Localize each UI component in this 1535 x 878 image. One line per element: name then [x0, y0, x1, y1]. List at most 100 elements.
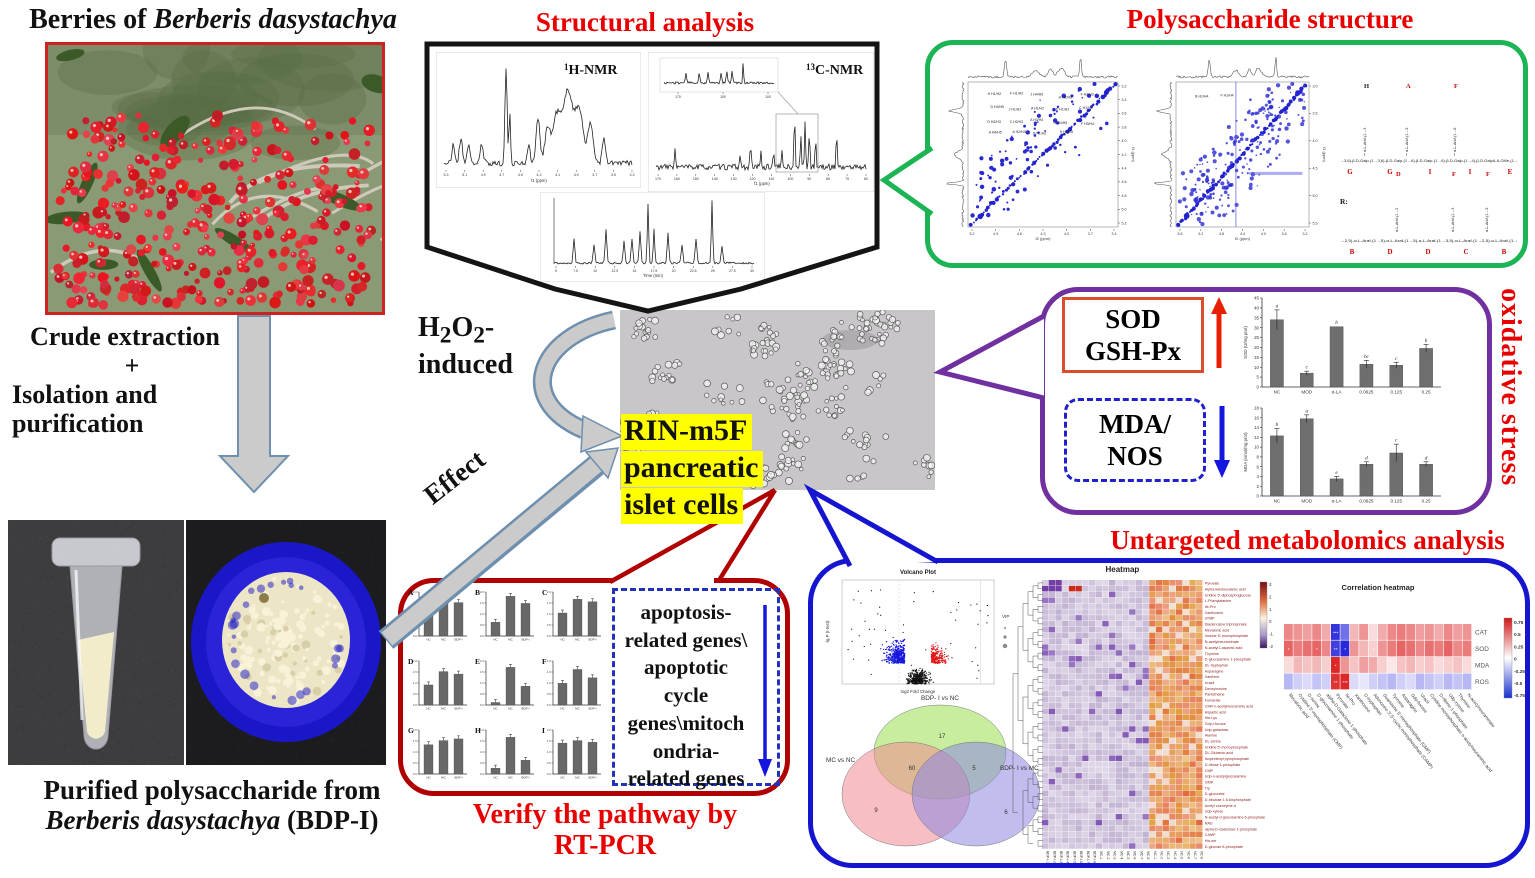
- svg-text:20: 20: [1254, 345, 1259, 350]
- svg-text:BDP-I: BDP-I: [521, 638, 529, 642]
- svg-text:10: 10: [1254, 365, 1259, 370]
- svg-text:1.0: 1.0: [547, 750, 551, 754]
- svg-text:1.0: 1.0: [547, 681, 551, 685]
- svg-text:4.8: 4.8: [1219, 232, 1224, 236]
- svg-text:1.0: 1.0: [480, 750, 484, 754]
- svg-text:4.6: 4.6: [1017, 232, 1022, 236]
- svg-text:0.125: 0.125: [1391, 390, 1403, 395]
- hsqc-2d-nmr: 5.6 5.2 4.8 4.4 4.0 3.6 3.2 3.0 3.5 4.0 4.5 5.0 5.5 f…: [1153, 57, 1327, 241]
- polysaccharide-structure-title: Polysaccharide structure: [1126, 4, 1414, 34]
- svg-text:4.4: 4.4: [1240, 232, 1245, 236]
- svg-text:3.5: 3.5: [1313, 112, 1318, 116]
- svg-text:0.0: 0.0: [413, 703, 417, 707]
- svg-text:4.3: 4.3: [537, 173, 542, 177]
- svg-text:MC: MC: [441, 707, 446, 711]
- svg-text:E: E: [475, 657, 480, 666]
- svg-text:NC: NC: [560, 707, 565, 711]
- svg-text:1.0: 1.0: [547, 612, 551, 616]
- svg-text:D: D: [408, 657, 414, 666]
- svg-text:NC: NC: [493, 776, 498, 780]
- svg-text:→3,6)-β-D-Galp-(1→3,6)-β-D-Gal: →3,6)-β-D-Galp-(1→3,6)-β-D-Galp-(1→6)-β-…: [1340, 158, 1518, 163]
- svg-text:18: 18: [1254, 406, 1259, 411]
- verify-pathway-caption: Verify the pathway by RT-PCR: [430, 799, 780, 862]
- mda-label: MDA/: [1099, 408, 1171, 439]
- svg-text:4.5: 4.5: [1313, 167, 1318, 171]
- svg-text:BDP-I: BDP-I: [588, 707, 596, 711]
- step-plus: +: [124, 351, 140, 381]
- svg-text:3.6: 3.6: [1282, 232, 1287, 236]
- genes-text-line: apoptosis-: [640, 600, 732, 624]
- svg-text:BDP- I vs MC: BDP- I vs MC: [1000, 765, 1039, 772]
- svg-text:1.5: 1.5: [480, 739, 484, 743]
- svg-text:F: F: [1486, 171, 1490, 178]
- svg-text:5.5: 5.5: [1313, 221, 1318, 225]
- svg-text:NC: NC: [426, 776, 431, 780]
- svg-text:H H2/H3: H H2/H3: [1059, 96, 1072, 100]
- svg-text:BDP- I vs NC: BDP- I vs NC: [921, 695, 959, 702]
- svg-text:NC: NC: [560, 638, 565, 642]
- purified-caption: Purified polysaccharide from Berberis das…: [43, 775, 381, 836]
- svg-text:b: b: [1276, 422, 1279, 428]
- svg-text:0.0: 0.0: [547, 772, 551, 776]
- effect-arrow-label: Effect: [418, 443, 491, 511]
- svg-text:160: 160: [674, 177, 680, 181]
- oxidative-stress-box: [1040, 287, 1492, 515]
- svg-text:MC: MC: [508, 776, 513, 780]
- svg-text:MDA (nmol/mg prot): MDA (nmol/mg prot): [1243, 432, 1248, 472]
- svg-text:log2 Fold Change: log2 Fold Change: [901, 689, 936, 694]
- svg-text:90: 90: [807, 177, 811, 181]
- svg-text:3.4: 3.4: [1122, 98, 1127, 102]
- dish-photo: [186, 520, 387, 765]
- svg-text:F: F: [1452, 171, 1456, 178]
- berries-title: Berries of Berberis dasystachya: [29, 4, 397, 35]
- extraction-steps: Crude extraction + Isolation and purific…: [12, 322, 252, 438]
- svg-text:2.0: 2.0: [547, 590, 551, 594]
- svg-text:C H2/H3: C H2/H3: [1010, 120, 1023, 124]
- svg-text:5.2: 5.2: [1198, 232, 1203, 236]
- svg-text:40: 40: [1254, 305, 1259, 310]
- svg-text:α-L-Araf-(1→3: α-L-Araf-(1→3: [1363, 128, 1367, 152]
- genes-down-arrow: [758, 605, 772, 777]
- svg-text:7.5: 7.5: [573, 269, 578, 273]
- svg-text:d: d: [1425, 455, 1428, 461]
- svg-text:5: 5: [972, 766, 976, 772]
- svg-text:3.3: 3.3: [630, 173, 635, 177]
- genes-text-line: genes\mitoch: [627, 710, 745, 735]
- svg-text:3.2: 3.2: [1122, 84, 1127, 88]
- svg-text:27.5: 27.5: [729, 269, 736, 273]
- svg-text:35: 35: [1254, 315, 1259, 320]
- svg-text:F H2/H3: F H2/H3: [1081, 93, 1094, 97]
- svg-text:1.0: 1.0: [480, 612, 484, 616]
- svg-text:12: 12: [1254, 435, 1259, 440]
- svg-text:0.0: 0.0: [413, 772, 417, 776]
- nos-label: NOS: [1107, 441, 1163, 471]
- svg-text:H: H: [1364, 83, 1369, 90]
- svg-text:1.5: 1.5: [413, 739, 417, 743]
- svg-text:A H3/H4: A H3/H4: [1030, 118, 1043, 122]
- svg-text:G: G: [1347, 168, 1353, 176]
- svg-text:1.0: 1.0: [413, 681, 417, 685]
- svg-text:4.0: 4.0: [1122, 139, 1127, 143]
- svg-text:4.1: 4.1: [555, 173, 560, 177]
- svg-text:45: 45: [1254, 296, 1259, 301]
- tube-photo: [8, 520, 185, 766]
- svg-text:b: b: [1335, 320, 1338, 326]
- svg-text:f1 (ppm): f1 (ppm): [1131, 147, 1136, 163]
- svg-text:16: 16: [1254, 415, 1259, 420]
- svg-text:4.4: 4.4: [1122, 167, 1127, 171]
- rtpcr-panel-F: F 0.0 0.5 1.0 1.5 2.0 NC MC BDP-I: [542, 657, 601, 711]
- svg-text:4.0: 4.0: [1064, 232, 1069, 236]
- svg-text:2: 2: [1257, 484, 1260, 489]
- svg-text:4.2: 4.2: [1122, 153, 1127, 157]
- svg-text:0.0: 0.0: [547, 703, 551, 707]
- svg-text:I: I: [1469, 168, 1472, 176]
- verify-line-2: RT-PCR: [553, 829, 657, 861]
- svg-text:5.0: 5.0: [1313, 194, 1318, 198]
- tube-photo-image: [8, 520, 185, 766]
- svg-text:25: 25: [711, 269, 715, 273]
- svg-text:3.0: 3.0: [1313, 84, 1318, 88]
- svg-text:6: 6: [1257, 464, 1260, 469]
- svg-text:MOD: MOD: [1301, 499, 1312, 504]
